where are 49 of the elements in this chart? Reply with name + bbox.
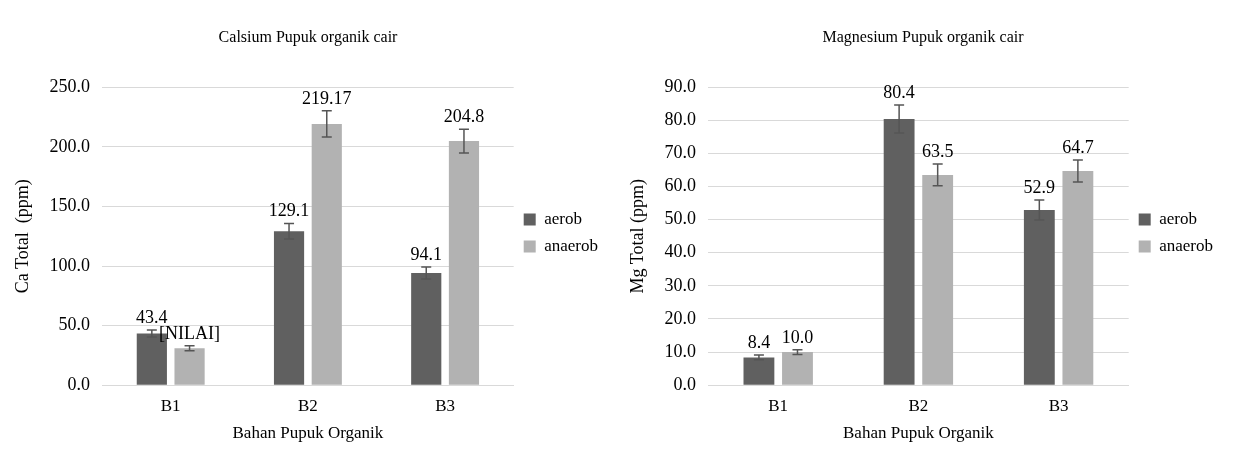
x-axis-title: Bahan Pupuk Organik xyxy=(232,423,384,443)
data-label: 204.8 xyxy=(443,105,485,126)
y-tick-label: 60.0 xyxy=(664,175,697,196)
y-tick-label: 0.0 xyxy=(67,373,91,394)
y-tick-label: 50.0 xyxy=(664,208,697,229)
bar xyxy=(448,141,480,385)
y-tick-label: 150.0 xyxy=(49,195,91,216)
legend-label: aerob xyxy=(1159,208,1197,228)
chart-title: Magnesium Pupuk organik cair xyxy=(822,27,1025,46)
x-axis-title: Bahan Pupuk Organik xyxy=(843,423,995,443)
y-tick-label: 250.0 xyxy=(49,75,91,96)
y-tick-label: 50.0 xyxy=(58,314,91,335)
y-tick-label: 40.0 xyxy=(664,241,697,262)
x-tick-label: B3 xyxy=(435,395,456,415)
y-tick-label: 30.0 xyxy=(664,274,697,295)
y-axis-title: Mg Total (ppm) xyxy=(626,179,648,294)
data-label: 219.17 xyxy=(302,87,352,108)
data-label: 63.5 xyxy=(921,140,954,161)
y-tick-label: 80.0 xyxy=(664,109,697,130)
data-label: 52.9 xyxy=(1023,176,1056,197)
y-tick-label: 20.0 xyxy=(664,307,697,328)
data-label: 8.4 xyxy=(747,331,771,352)
bar xyxy=(922,174,954,385)
legend-label: anaerob xyxy=(1159,235,1214,255)
y-tick-label: 90.0 xyxy=(664,75,697,96)
legend-label: aerob xyxy=(544,208,582,228)
bar xyxy=(174,348,205,385)
bar xyxy=(743,357,775,385)
data-label: 94.1 xyxy=(410,243,442,264)
y-axis-title: Ca Total (ppm) xyxy=(11,179,33,294)
y-tick-label: 100.0 xyxy=(49,254,91,275)
bar xyxy=(1062,170,1094,385)
data-label: 80.4 xyxy=(883,81,915,102)
x-tick-label: B3 xyxy=(1048,395,1069,415)
y-tick-label: 10.0 xyxy=(664,340,697,361)
chart-title: Calsium Pupuk organik cair xyxy=(218,27,399,46)
bar xyxy=(311,123,342,385)
data-label: 64.7 xyxy=(1062,136,1094,157)
bar xyxy=(782,352,813,385)
data-label: 129.1 xyxy=(268,200,310,221)
x-tick-label: B2 xyxy=(297,395,318,415)
y-tick-label: 0.0 xyxy=(673,373,697,394)
y-tick-label: 70.0 xyxy=(664,142,697,163)
x-tick-label: B1 xyxy=(160,395,181,415)
x-tick-label: B1 xyxy=(768,395,789,415)
data-label: 10.0 xyxy=(781,326,814,347)
y-tick-label: 200.0 xyxy=(49,135,91,156)
x-tick-label: B2 xyxy=(908,395,929,415)
legend-label: anaerob xyxy=(544,235,599,255)
